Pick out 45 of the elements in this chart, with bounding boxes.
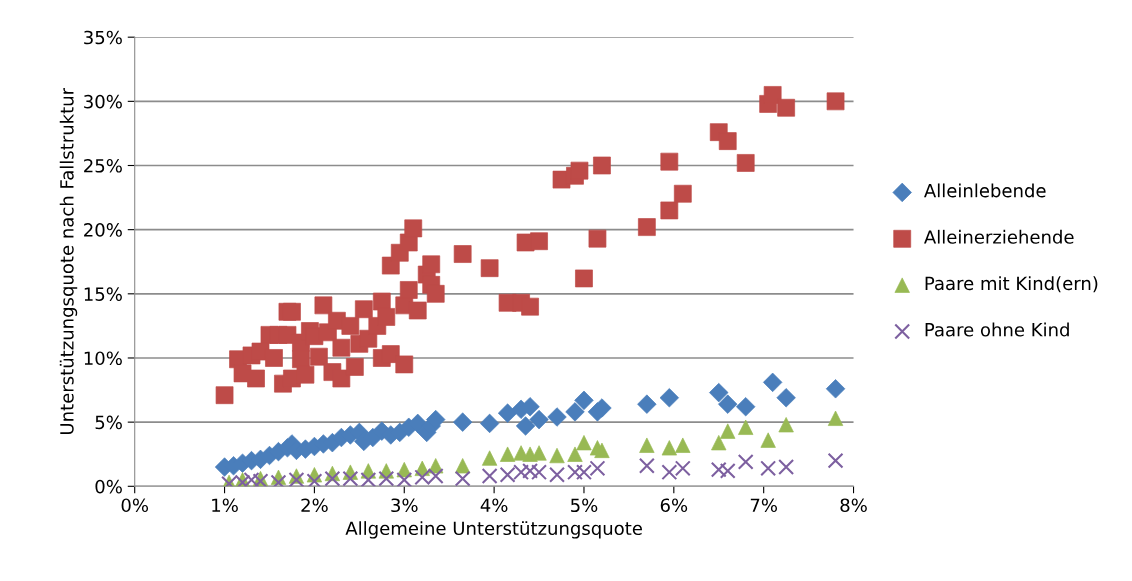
point — [778, 459, 795, 476]
legend-label: Alleinerziehende — [924, 229, 1074, 244]
x-axis-title: Allgemeine Unterstützungsquote — [345, 521, 642, 539]
legend-label: Paare mit Kind(ern) — [925, 276, 1098, 293]
point — [342, 470, 359, 487]
y-tick-label: 35% — [84, 30, 122, 45]
point — [306, 473, 323, 487]
point — [719, 462, 736, 479]
point — [378, 470, 395, 487]
y-axis-title: Unterstützungsquote nach Fallstruktur — [59, 87, 78, 434]
x-tick-label: 1% — [212, 498, 238, 513]
x-tick-label: 4% — [480, 498, 508, 513]
point — [710, 461, 727, 478]
point — [481, 468, 498, 485]
legend-label: Paare ohne Kind — [925, 322, 1069, 337]
x-tick-label: 8% — [840, 498, 867, 513]
y-tick-label: 15% — [84, 287, 122, 301]
y-tick-label: 5% — [95, 415, 122, 430]
x-tick-label: 0% — [121, 498, 149, 513]
point — [243, 471, 260, 487]
y-tick-label: 0% — [95, 479, 122, 494]
point — [360, 471, 377, 487]
x-tick-label: 3% — [391, 498, 418, 513]
x-tick-label: 2% — [301, 498, 328, 513]
x-tick-label: 7% — [750, 498, 777, 513]
point — [827, 452, 844, 469]
point — [324, 470, 341, 487]
y-tick-label: 25% — [84, 158, 122, 173]
y-tick-label: 10% — [84, 351, 122, 366]
x-tick-label: 5% — [571, 498, 598, 513]
point — [522, 462, 539, 479]
point — [737, 453, 754, 470]
point — [760, 460, 777, 477]
point — [567, 464, 583, 481]
point — [531, 464, 548, 481]
x-tick-label: 6% — [660, 498, 688, 513]
point — [396, 471, 413, 487]
point — [454, 470, 471, 487]
point — [479, 413, 500, 434]
legend-label: Alleinlebende — [924, 183, 1046, 198]
y-tick-label: 30% — [84, 94, 122, 109]
point — [270, 474, 287, 487]
y-tick-label: 20% — [84, 223, 122, 237]
point — [549, 466, 565, 483]
point — [638, 457, 655, 474]
